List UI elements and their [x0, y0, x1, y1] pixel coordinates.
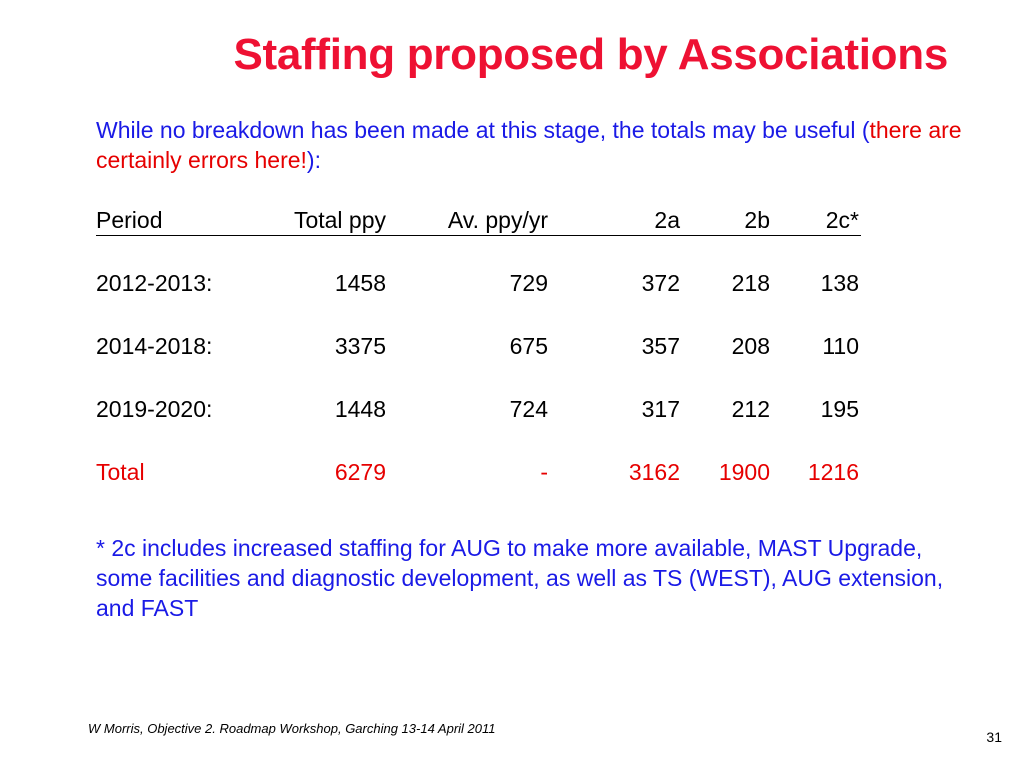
cell-2b: 218 — [731, 270, 770, 296]
cell-period: 2012-2013: — [96, 270, 213, 296]
total-label: Total — [96, 459, 145, 485]
total-2b: 1900 — [718, 459, 770, 485]
table-total-row: Total 6279 - 3162 1900 1216 — [96, 459, 861, 489]
header-2a: 2a — [654, 207, 680, 233]
staffing-table: Period Total ppy Av. ppy/yr 2a 2b 2c* 20… — [96, 207, 861, 489]
cell-2b: 212 — [731, 396, 770, 422]
intro-text: While no breakdown has been made at this… — [96, 117, 870, 143]
table-row: 2019-2020: 1448 724 317 212 195 — [96, 396, 861, 426]
cell-2c: 195 — [820, 396, 859, 422]
table-row: 2014-2018: 3375 675 357 208 110 — [96, 333, 861, 363]
header-2b: 2b — [744, 207, 770, 233]
cell-2a: 357 — [641, 333, 680, 359]
cell-2c: 110 — [822, 333, 859, 359]
footnote: * 2c includes increased staffing for AUG… — [96, 535, 944, 621]
page-number: 31 — [986, 729, 1002, 745]
total-2a: 3162 — [628, 459, 680, 485]
cell-2b: 208 — [731, 333, 770, 359]
slide-footer: W Morris, Objective 2. Roadmap Workshop,… — [88, 721, 496, 736]
cell-period: 2019-2020: — [96, 396, 213, 422]
cell-total-ppy: 1448 — [334, 396, 386, 422]
intro-end: ): — [306, 147, 321, 173]
cell-total-ppy: 1458 — [334, 270, 386, 296]
total-2c: 1216 — [807, 459, 859, 485]
intro-paragraph: While no breakdown has been made at this… — [96, 115, 976, 175]
table-row: 2012-2013: 1458 729 372 218 138 — [96, 270, 861, 300]
cell-avg-ppy: 729 — [509, 270, 548, 296]
slide-title: Staffing proposed by Associations — [233, 30, 948, 79]
cell-2a: 317 — [641, 396, 680, 422]
header-period: Period — [96, 207, 163, 233]
cell-avg-ppy: 675 — [509, 333, 548, 359]
intro-warning: there are certainly errors here! — [96, 117, 962, 173]
total-ppy: 6279 — [334, 459, 386, 485]
table-header-row: Period Total ppy Av. ppy/yr 2a 2b 2c* — [96, 207, 861, 236]
cell-period: 2014-2018: — [96, 333, 213, 359]
header-2c: 2c* — [825, 207, 859, 233]
cell-2c: 138 — [820, 270, 859, 296]
cell-avg-ppy: 724 — [509, 396, 548, 422]
header-avg-ppy: Av. ppy/yr — [447, 207, 548, 233]
cell-total-ppy: 3375 — [334, 333, 386, 359]
cell-2a: 372 — [641, 270, 680, 296]
header-total-ppy: Total ppy — [293, 207, 386, 233]
total-avg-ppy: - — [540, 459, 548, 485]
